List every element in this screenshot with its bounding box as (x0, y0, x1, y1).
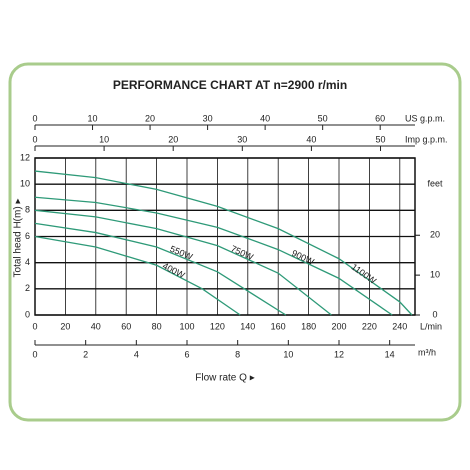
x-tick-label: 100 (179, 321, 194, 331)
top-tick-label: 10 (88, 113, 98, 123)
top-tick-label: 0 (32, 113, 37, 123)
y-tick-label: 6 (25, 231, 30, 241)
y-tick-label: 10 (20, 179, 30, 189)
frame (8, 62, 462, 422)
curve (34, 222, 287, 316)
top-tick-label: 50 (318, 113, 328, 123)
bottom-tick-label: 10 (283, 349, 293, 359)
bottom-tick-label: 6 (184, 349, 189, 359)
bottom-tick-label: 4 (134, 349, 139, 359)
x-tick-label: 180 (301, 321, 316, 331)
bottom-tick-label: 2 (83, 349, 88, 359)
y2-tick-label: 20 (430, 230, 440, 240)
x-tick-label: 0 (32, 321, 37, 331)
x-tick-label: 40 (91, 321, 101, 331)
y-tick-label: 0 (25, 309, 30, 319)
x-tick-label: 60 (121, 321, 131, 331)
x-tick-label: 240 (392, 321, 407, 331)
y-tick-label: 4 (25, 257, 30, 267)
top-tick-label: 40 (306, 134, 316, 144)
x-tick-label: 220 (362, 321, 377, 331)
top-axis-unit: US g.p.m. (405, 113, 445, 123)
x-tick-label: 200 (331, 321, 346, 331)
x-axis-label: Flow rate Q ▸ (195, 373, 254, 384)
x-tick-label: 80 (152, 321, 162, 331)
top-axis-unit: Imp g.p.m. (405, 134, 448, 144)
top-tick-label: 50 (376, 134, 386, 144)
y-tick-label: 8 (25, 205, 30, 215)
curve (34, 209, 332, 316)
curve (34, 235, 241, 316)
top-tick-label: 60 (375, 113, 385, 123)
y2-tick-label: 10 (430, 269, 440, 279)
y-tick-label: 2 (25, 283, 30, 293)
curve (34, 196, 393, 316)
top-tick-label: 20 (145, 113, 155, 123)
bottom-tick-label: 14 (385, 349, 395, 359)
curve (34, 170, 413, 316)
top-tick-label: 0 (32, 134, 37, 144)
x-tick-label: 140 (240, 321, 255, 331)
bottom-tick-label: 12 (334, 349, 344, 359)
y2-axis-label: feet (427, 178, 443, 188)
x-unit: L/min (420, 321, 442, 331)
x-tick-label: 160 (271, 321, 286, 331)
x-tick-label: 120 (210, 321, 225, 331)
top-tick-label: 20 (168, 134, 178, 144)
x-tick-label: 20 (60, 321, 70, 331)
chart-title: PERFORMANCE CHART AT n=2900 r/min (113, 78, 347, 92)
top-tick-label: 30 (237, 134, 247, 144)
y-tick-label: 12 (20, 152, 30, 162)
y2-tick-label: 0 (432, 309, 437, 319)
y-axis-label: Total head H(m) ▸ (13, 199, 24, 278)
bottom-axis-unit: m³/h (418, 347, 436, 357)
top-tick-label: 40 (260, 113, 270, 123)
bottom-tick-label: 0 (32, 349, 37, 359)
top-tick-label: 30 (203, 113, 213, 123)
bottom-tick-label: 8 (235, 349, 240, 359)
top-tick-label: 10 (99, 134, 109, 144)
